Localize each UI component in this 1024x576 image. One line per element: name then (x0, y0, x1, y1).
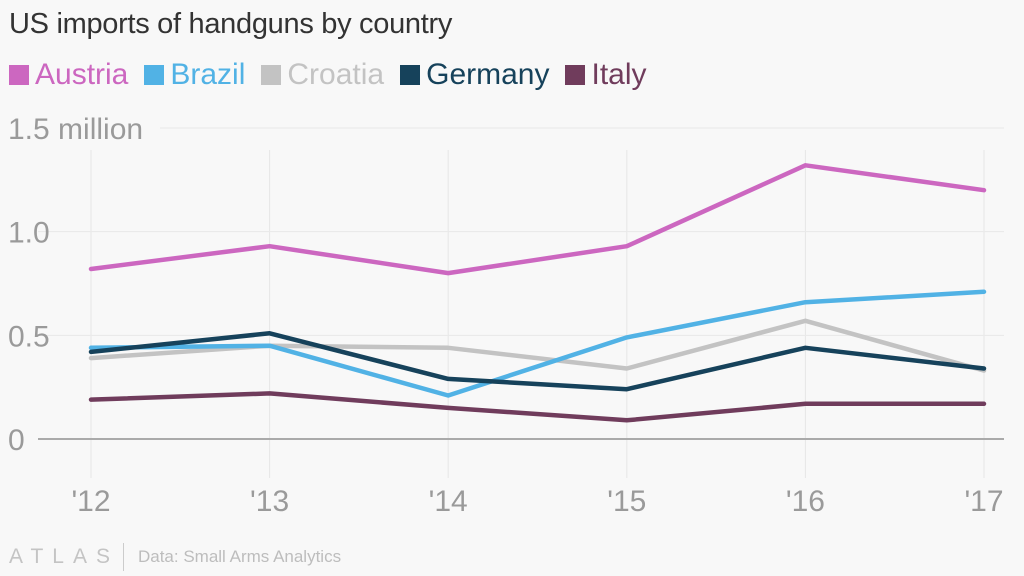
footer: ATLAS Data: Small Arms Analytics (9, 543, 341, 571)
x-tick-label: '16 (786, 485, 825, 518)
x-axis: '12 '13 '14 '15 '16 '17 (71, 485, 1003, 518)
chart-title: US imports of handguns by country (9, 8, 453, 40)
series-line-austria (88, 163, 987, 276)
legend-item-croatia: Croatia (261, 58, 384, 92)
legend-swatch-germany (400, 65, 421, 85)
series-line-brazil (88, 289, 987, 398)
y-tick-label: 0.5 (8, 320, 50, 353)
legend-label-croatia: Croatia (287, 58, 385, 91)
series-line-germany (88, 331, 987, 392)
y-tick-label: 0 (8, 424, 25, 457)
x-tick-label: '13 (250, 485, 289, 518)
legend-item-italy: Italy (565, 58, 647, 92)
legend-item-austria: Austria (9, 58, 128, 92)
legend-swatch-croatia (261, 65, 282, 85)
legend-item-brazil: Brazil (144, 58, 245, 92)
legend-label-brazil: Brazil (170, 58, 246, 91)
data-source: Data: Small Arms Analytics (137, 547, 342, 566)
x-tick-label: '12 (71, 485, 110, 518)
legend-label-germany: Germany (426, 58, 550, 91)
y-tick-label: 1.5 million (8, 113, 143, 146)
legend: Austria Brazil Croatia Germany Italy (9, 58, 663, 92)
atlas-logo: ATLAS (9, 545, 119, 568)
footer-divider (122, 543, 124, 571)
legend-item-germany: Germany (400, 58, 549, 92)
x-tick-label: '14 (429, 485, 468, 518)
legend-swatch-austria (9, 65, 29, 85)
legend-label-italy: Italy (591, 58, 647, 91)
x-tick-label: '15 (607, 485, 646, 518)
series-line-italy (88, 391, 987, 423)
y-axis: 0 0.5 1.0 1.5 million (8, 113, 143, 457)
gridlines (38, 127, 1004, 478)
legend-swatch-brazil (144, 65, 165, 85)
series-lines (88, 163, 987, 423)
x-tick-label: '17 (964, 485, 1003, 518)
legend-label-austria: Austria (35, 58, 129, 91)
legend-swatch-italy (565, 65, 586, 85)
y-tick-label: 1.0 (8, 217, 50, 250)
